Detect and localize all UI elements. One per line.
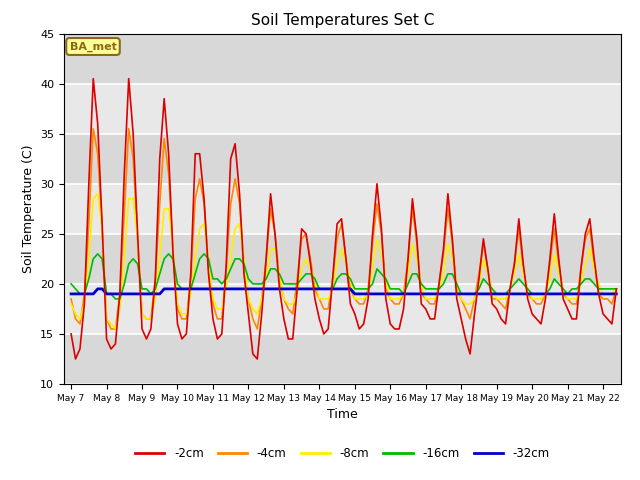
Title: Soil Temperatures Set C: Soil Temperatures Set C <box>251 13 434 28</box>
Text: BA_met: BA_met <box>70 41 116 52</box>
Bar <box>64 184 621 234</box>
Bar <box>64 34 621 84</box>
Bar <box>64 134 621 184</box>
Bar <box>64 334 621 384</box>
Bar <box>64 284 621 334</box>
Y-axis label: Soil Temperature (C): Soil Temperature (C) <box>22 144 35 273</box>
X-axis label: Time: Time <box>327 408 358 421</box>
Legend: -2cm, -4cm, -8cm, -16cm, -32cm: -2cm, -4cm, -8cm, -16cm, -32cm <box>130 443 555 465</box>
Bar <box>64 234 621 284</box>
Bar <box>64 84 621 134</box>
